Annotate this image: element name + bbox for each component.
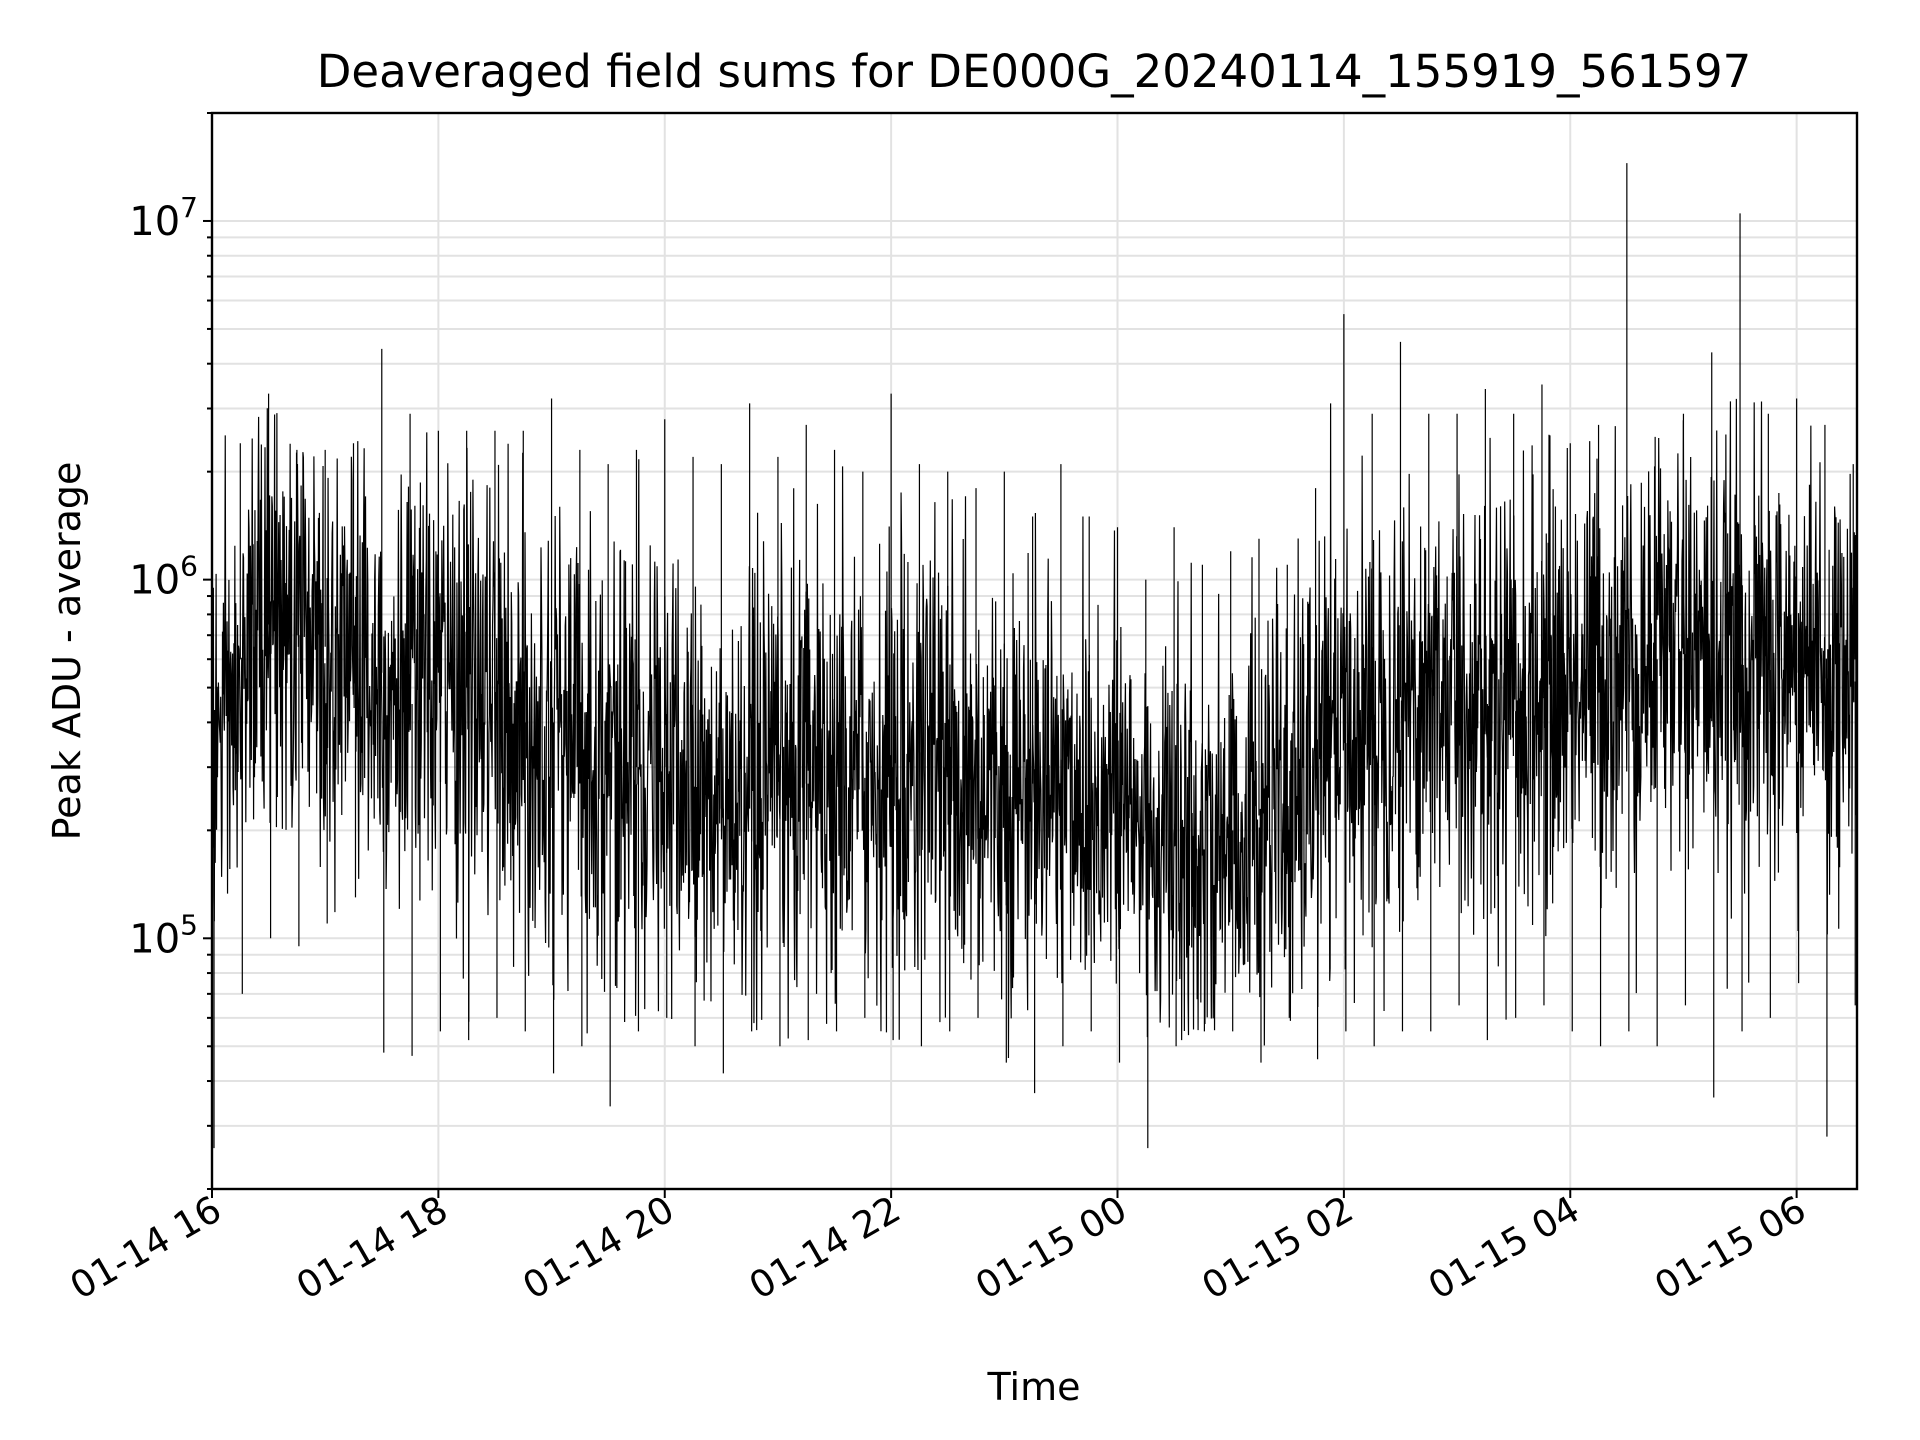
series-line [211,398,1858,1058]
plot-frame [210,111,1859,1191]
y-tick-label: 105 [129,908,198,962]
x-axis-label: Time [987,1365,1081,1409]
series [211,163,1858,1149]
chart-title: Deaveraged field sums for DE000G_2024011… [317,45,1752,98]
y-axis-label: Peak ADU - average [45,462,89,841]
y-tick-label: 106 [129,550,198,604]
y-tick-label: 107 [129,191,198,245]
